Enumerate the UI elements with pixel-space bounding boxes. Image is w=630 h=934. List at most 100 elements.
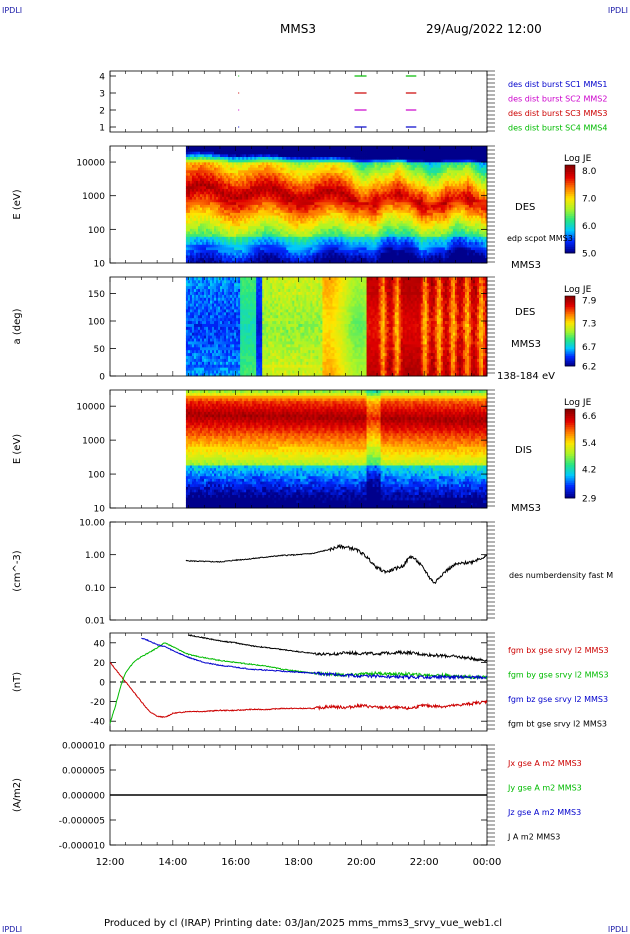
des_energy-cell [203, 167, 207, 171]
des_energy-cell [228, 169, 231, 173]
des_energy-cell [286, 177, 289, 181]
des_energy-cell [328, 244, 331, 248]
des_energy-cell [268, 159, 271, 163]
des_energy-cell [197, 220, 201, 224]
des_energy-cell [212, 175, 215, 179]
des_energy-cell [228, 193, 231, 197]
des_energy-cell [292, 196, 295, 200]
des_energy-cell [352, 255, 355, 259]
des_energy-cell [376, 212, 380, 216]
des_energy-cell [248, 241, 251, 245]
des_energy-cell [346, 249, 349, 253]
des_energy-cell [222, 185, 225, 189]
des_energy-cell [380, 257, 384, 261]
des_energy-cell [250, 180, 253, 184]
des_energy-cell [318, 196, 321, 200]
des_energy-cell [396, 175, 400, 179]
des_energy-cell [264, 201, 267, 205]
des_energy-cell [222, 236, 225, 240]
des_energy-cell [320, 148, 323, 152]
des_energy-cell [270, 207, 273, 211]
des_energy-cell [246, 228, 249, 232]
des_energy-cell [394, 191, 398, 195]
des_energy-cell [280, 185, 283, 189]
des_energy-cell [199, 151, 203, 155]
des_energy-cell [226, 207, 229, 211]
des_energy-cell [278, 177, 281, 181]
des_energy-cell [392, 215, 396, 219]
des_energy-cell [360, 225, 363, 229]
des_energy-cell [189, 244, 193, 248]
des_energy-cell [368, 249, 371, 253]
des_energy-cell [284, 199, 287, 203]
des_energy-cell [306, 207, 309, 211]
datetime-title: 29/Aug/2022 12:00 [426, 22, 542, 36]
des_energy-cell [314, 164, 317, 168]
des_energy-cell [210, 185, 213, 189]
des_energy-cell [306, 201, 309, 205]
des_energy-cell [240, 252, 243, 256]
des_energy-cell [272, 220, 275, 224]
des_energy-cell [300, 231, 303, 235]
des_energy-cell [378, 217, 382, 221]
des_energy-cell [334, 180, 337, 184]
des_energy-cell [270, 252, 273, 256]
des_energy-cell [270, 169, 273, 173]
des_energy-cell [274, 228, 277, 232]
des_energy-cell [352, 209, 355, 213]
des_energy-cell [318, 209, 321, 213]
des_energy-cell [368, 244, 371, 248]
des_energy-cell [338, 233, 341, 237]
des_energy-cell [374, 153, 378, 158]
des_energy-cell [199, 220, 203, 224]
des_energy-cell [197, 185, 201, 189]
des_energy-cell [386, 220, 390, 224]
des_energy-cell [268, 175, 271, 179]
des_energy-cell [268, 225, 271, 229]
des_energy-cell [342, 167, 345, 171]
des_energy-cell [396, 188, 400, 192]
des_energy-cell [376, 204, 380, 208]
des_energy-cell [244, 223, 247, 227]
des_energy-cell [193, 239, 197, 243]
des_energy-cell [286, 228, 289, 232]
des_energy-cell [234, 217, 237, 221]
des_energy-cell [264, 247, 267, 251]
des_energy-cell [348, 172, 351, 176]
des_energy-cell [354, 247, 357, 251]
des_energy-cell [280, 220, 283, 224]
des_energy-cell [284, 185, 287, 189]
des_energy-cell [362, 169, 365, 173]
des_energy-cell [342, 148, 345, 152]
des_energy-cell [258, 247, 261, 251]
des_energy-cell [193, 241, 197, 245]
des_energy-cell [336, 175, 339, 179]
des_energy-cell [214, 196, 217, 200]
des_energy-cell [386, 212, 390, 216]
des_energy-cell [336, 212, 339, 216]
des_energy-cell [326, 231, 329, 235]
des_energy-cell [366, 217, 369, 221]
des_energy-cell [262, 247, 265, 251]
des_energy-cell [302, 207, 305, 211]
des_energy-cell [195, 201, 199, 205]
des_energy-cell [346, 146, 349, 150]
des_energy-cell [396, 159, 400, 163]
des_energy-cell [191, 244, 195, 248]
des_energy-cell [318, 199, 321, 203]
des_energy-cell [191, 175, 195, 179]
des_energy-cell [216, 255, 219, 259]
des_energy-cell [208, 156, 211, 160]
des_energy-cell [294, 217, 297, 221]
des_energy-cell [384, 146, 388, 150]
des_energy-cell [332, 252, 335, 256]
des_energy-cell [378, 199, 382, 203]
des_energy-cell [238, 148, 241, 152]
des_energy-cell [266, 217, 269, 221]
des_energy-cell [280, 156, 283, 160]
des_energy-cell [396, 217, 400, 221]
des_energy-cell [216, 164, 219, 168]
des_energy-cell [298, 260, 301, 264]
des_energy-cell [310, 159, 313, 163]
des_energy-cell [348, 231, 351, 235]
